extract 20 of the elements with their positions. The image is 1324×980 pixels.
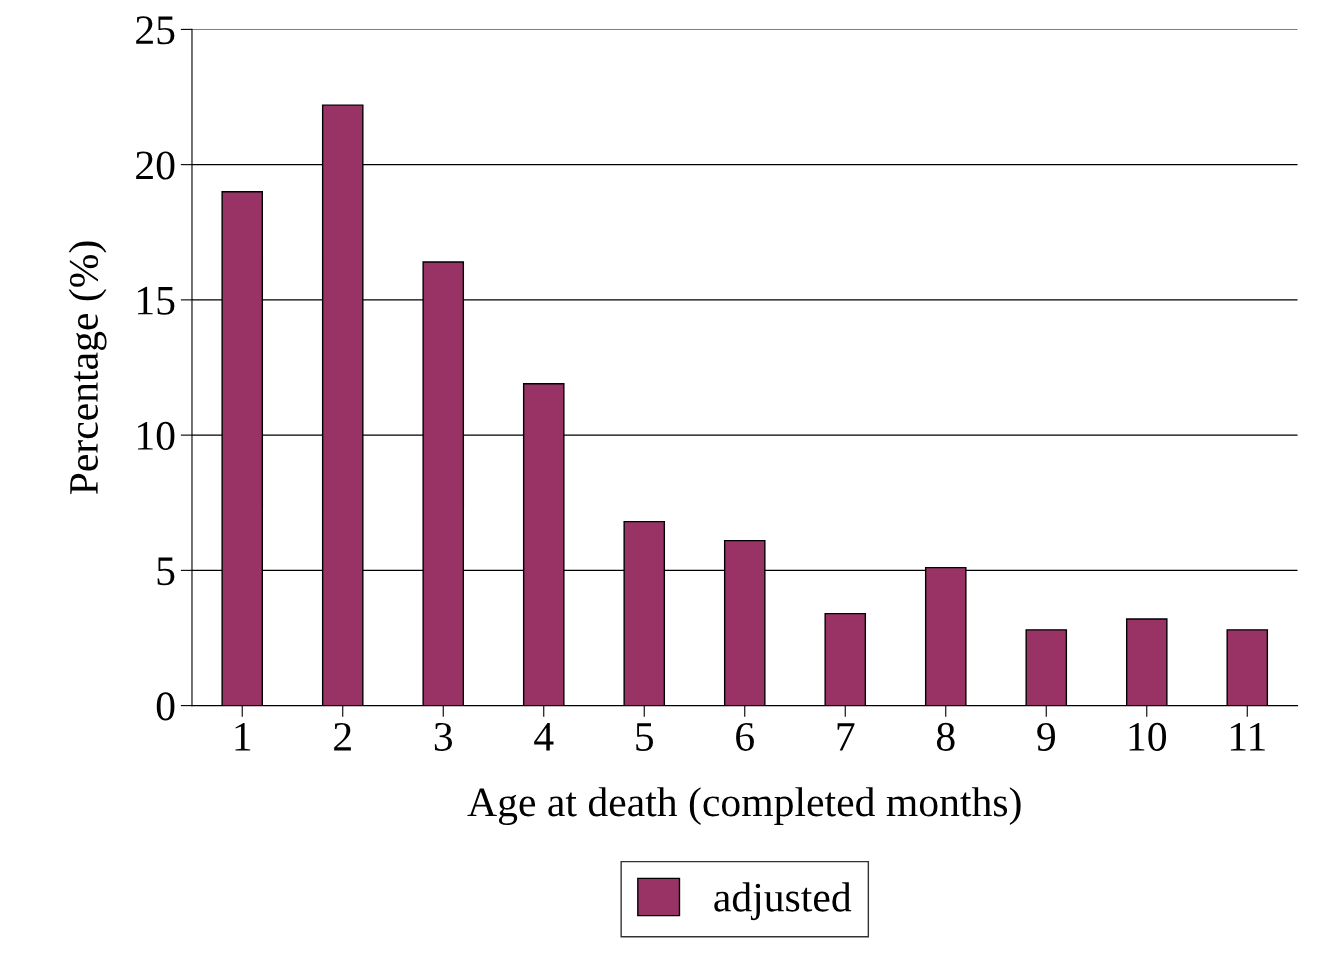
legend-label: adjusted xyxy=(714,882,852,921)
y-tick-label: 0 xyxy=(156,692,175,721)
x-tick-label: 8 xyxy=(936,722,955,751)
x-tick-label: 10 xyxy=(1129,722,1167,751)
y-tick-label: 10 xyxy=(138,421,175,450)
x-tick-label: 4 xyxy=(534,723,554,751)
x-axis-title: Age at death (completed months) xyxy=(467,787,1021,826)
x-tick-label: 7 xyxy=(837,723,855,751)
x-tick-label: 3 xyxy=(434,722,453,751)
x-tick-label: 5 xyxy=(636,723,654,751)
x-tick-label: 11 xyxy=(1230,722,1265,751)
y-tick-label: 5 xyxy=(157,557,175,586)
x-tick-label: 1 xyxy=(235,722,251,751)
y-axis-title: Percentage (%) xyxy=(68,241,107,495)
y-tick-label: 25 xyxy=(136,16,175,45)
x-tick-label: 9 xyxy=(1037,722,1055,751)
x-tick-label: 2 xyxy=(334,722,351,751)
x-tick-label: 6 xyxy=(736,722,754,751)
y-tick-label: 20 xyxy=(136,151,175,180)
y-tick-label: 15 xyxy=(138,286,175,315)
